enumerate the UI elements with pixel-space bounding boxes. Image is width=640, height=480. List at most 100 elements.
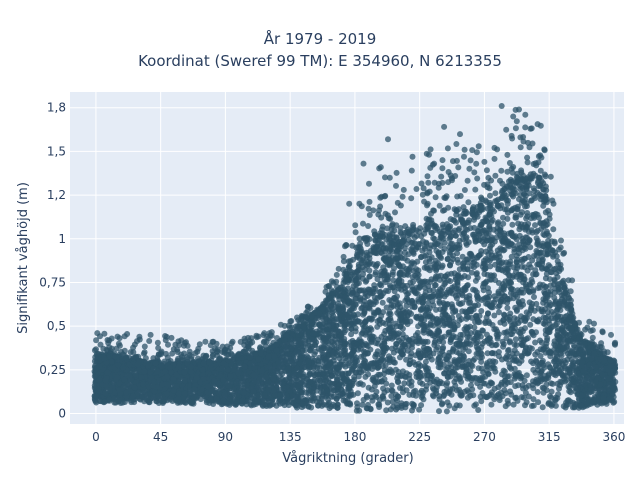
data-point [353, 407, 360, 414]
data-point [468, 269, 475, 276]
data-point [532, 222, 538, 229]
data-point [315, 402, 322, 409]
data-point [496, 309, 502, 316]
data-point [447, 172, 454, 179]
data-point [438, 173, 445, 180]
data-point [498, 167, 505, 174]
data-point [541, 171, 548, 178]
data-point [453, 219, 459, 226]
data-point [417, 307, 424, 314]
data-point [408, 167, 415, 174]
data-point [101, 330, 108, 337]
data-point [436, 202, 443, 209]
data-point [464, 394, 471, 401]
data-point [359, 401, 366, 408]
data-point [178, 337, 185, 344]
data-point [465, 274, 472, 281]
data-point [415, 323, 422, 330]
data-point [555, 261, 562, 268]
data-point [115, 340, 122, 347]
data-point [537, 353, 544, 359]
data-point [565, 277, 572, 284]
data-point [335, 265, 342, 272]
data-point [510, 401, 517, 408]
data-point [483, 314, 490, 321]
data-point [477, 383, 484, 390]
data-point [359, 381, 366, 388]
data-point [456, 317, 463, 324]
data-point [453, 141, 460, 147]
data-point [533, 229, 540, 236]
data-point [405, 236, 412, 243]
data-point [397, 202, 404, 209]
data-point [422, 226, 429, 233]
data-point [475, 302, 482, 308]
data-point [537, 220, 544, 226]
data-point [491, 365, 498, 372]
data-point [427, 146, 434, 153]
data-point [389, 345, 395, 352]
data-point [530, 385, 537, 392]
data-point [277, 321, 284, 328]
data-point [403, 356, 410, 363]
data-point [421, 264, 428, 271]
data-point [492, 190, 499, 197]
data-point [455, 164, 462, 171]
data-point [418, 180, 425, 187]
data-point [386, 353, 392, 360]
data-point [491, 312, 498, 319]
data-point [534, 349, 541, 355]
data-point [439, 157, 446, 164]
data-point [495, 303, 502, 310]
data-point [612, 339, 619, 346]
data-point [489, 342, 495, 349]
data-point [410, 392, 416, 398]
data-point [534, 389, 541, 395]
data-point [509, 221, 516, 228]
data-point [487, 192, 493, 199]
data-point [530, 366, 537, 373]
data-point [530, 402, 537, 409]
data-point [228, 350, 235, 357]
data-point [474, 254, 481, 261]
data-point [408, 260, 415, 267]
data-point [340, 253, 347, 260]
data-point [383, 407, 390, 414]
data-point [518, 394, 525, 401]
data-point [425, 179, 432, 186]
data-point [522, 402, 528, 409]
data-point [194, 348, 201, 355]
data-point [165, 341, 171, 348]
data-point [475, 365, 482, 372]
data-point [474, 338, 481, 345]
data-point [352, 222, 359, 229]
data-point [512, 125, 519, 132]
data-point [446, 353, 452, 360]
data-point [342, 327, 349, 334]
data-point [416, 406, 423, 413]
data-point [517, 144, 524, 151]
data-point [348, 331, 355, 338]
data-point [543, 251, 550, 258]
data-points [91, 103, 619, 415]
data-point [461, 187, 468, 193]
data-point [507, 379, 514, 386]
data-point [504, 168, 511, 175]
data-point [399, 193, 406, 200]
data-point [427, 264, 434, 271]
data-point [397, 385, 403, 391]
data-point [444, 145, 451, 152]
data-point [488, 401, 495, 408]
data-point [466, 165, 473, 172]
data-point [432, 194, 439, 201]
data-point [379, 299, 386, 306]
data-point [533, 235, 540, 242]
data-point [323, 315, 329, 322]
data-point [472, 277, 479, 284]
data-point [506, 160, 513, 166]
data-point [127, 349, 134, 356]
data-point [491, 155, 498, 162]
data-point [389, 398, 396, 405]
